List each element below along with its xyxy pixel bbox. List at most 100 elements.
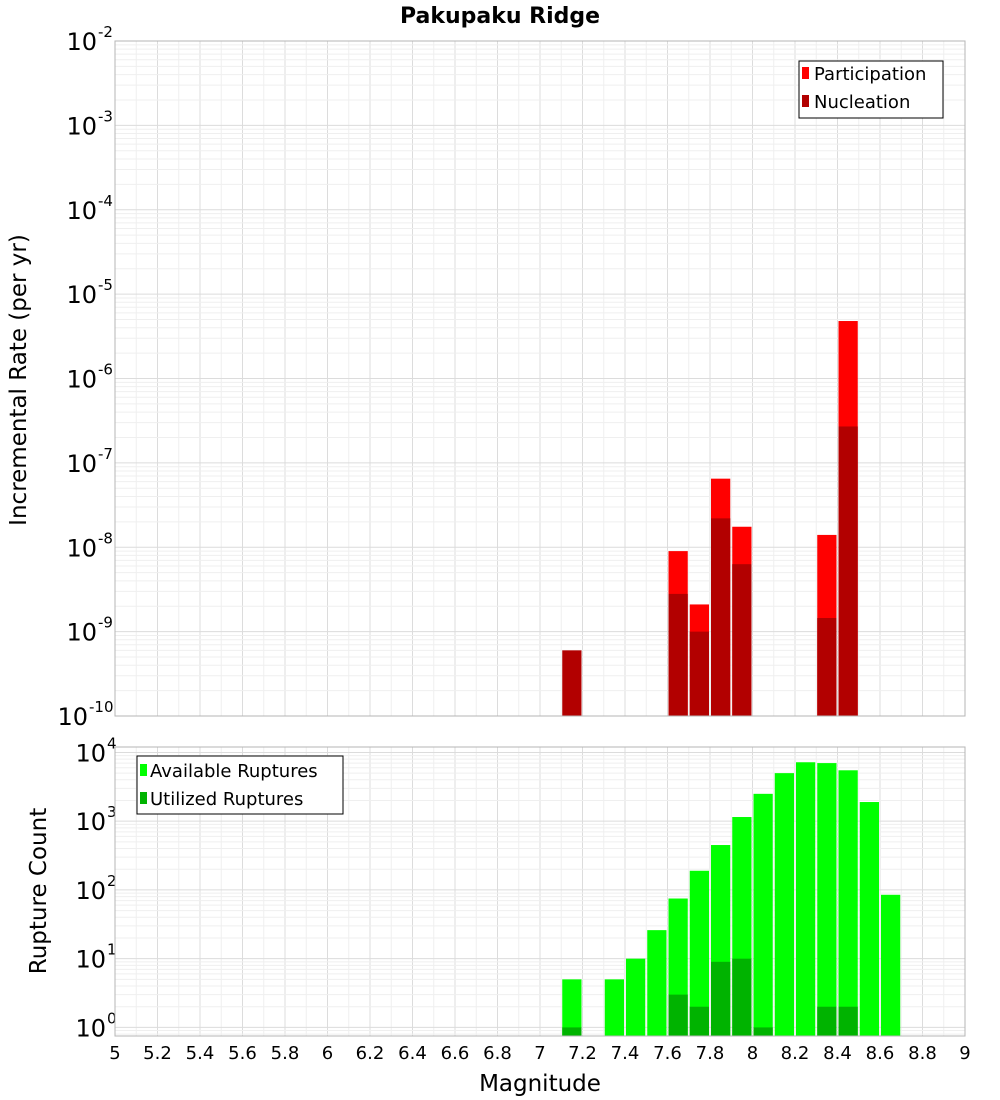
rate-y-axis-label: Incremental Rate (per yr) xyxy=(6,234,32,526)
count-y-tick-label: 10 0 xyxy=(75,1009,116,1042)
count-bar-available-ruptures xyxy=(859,802,879,1036)
legend-label-nucleation: Nucleation xyxy=(814,92,910,113)
count-bar-available-ruptures xyxy=(604,979,624,1036)
rate-bars xyxy=(562,321,858,716)
x-tick-label: 5.4 xyxy=(186,1043,215,1064)
legend-swatch-nucleation xyxy=(802,95,809,107)
rate-y-tick-exponent: -2 xyxy=(98,23,113,41)
x-tick-label: 5.6 xyxy=(228,1043,257,1064)
chart-title: Pakupaku Ridge xyxy=(400,4,600,29)
x-tick-label: 7.6 xyxy=(653,1043,682,1064)
x-tick-label: 6.4 xyxy=(398,1043,427,1064)
count-plot-border xyxy=(114,746,966,1037)
count-bar-available-ruptures xyxy=(626,958,646,1036)
count-y-tick-base: 10 xyxy=(75,739,106,767)
count-y-tick-base: 10 xyxy=(75,877,106,905)
rate-bar-nucleation xyxy=(838,426,858,716)
count-bar-utilized-ruptures xyxy=(838,1006,858,1036)
count-bar-utilized-ruptures xyxy=(668,994,688,1036)
x-tick-label: 6.6 xyxy=(441,1043,470,1064)
x-tick-label: 5 xyxy=(109,1043,120,1064)
rate-legend-box xyxy=(798,60,944,119)
rate-y-tick-exponent: -3 xyxy=(98,107,113,125)
x-tick-labels: 5 5.2 5.4 5.6 5.8 6 6.2 6.4 6.6 6.8 7 7.2 7.4 7.6 7.8 8… xyxy=(109,1043,970,1064)
count-y-tick-label: 10 2 xyxy=(75,872,116,905)
count-y-tick-base: 10 xyxy=(75,808,106,836)
count-bar-utilized-ruptures xyxy=(817,1006,837,1036)
count-legend-box xyxy=(136,755,344,815)
rate-y-tick-label: 10 -8 xyxy=(66,529,113,562)
count-bar-available-ruptures xyxy=(562,979,582,1036)
count-y-tick-label: 10 3 xyxy=(75,803,116,836)
rate-bar-nucleation xyxy=(732,564,752,716)
x-tick-label: 5.2 xyxy=(143,1043,172,1064)
rate-y-tick-base: 10 xyxy=(66,112,97,140)
count-bar-available-ruptures xyxy=(881,894,901,1036)
rate-y-tick-base: 10 xyxy=(66,534,97,562)
rate-y-tick-exponent: -10 xyxy=(89,698,114,716)
rate-y-tick-base: 10 xyxy=(66,366,97,394)
rate-plot-border xyxy=(114,40,966,717)
x-tick-label: 7.2 xyxy=(568,1043,597,1064)
x-tick-label: 7.8 xyxy=(696,1043,725,1064)
rate-legend: Participation Nucleation xyxy=(798,60,944,119)
rate-y-tick-label: 10 -6 xyxy=(66,361,113,394)
count-bar-available-ruptures xyxy=(838,770,858,1036)
count-bar-utilized-ruptures xyxy=(753,1027,773,1036)
legend-label-available: Available Ruptures xyxy=(150,761,318,782)
rate-y-tick-label: 10 -3 xyxy=(66,107,113,140)
rate-bar-nucleation xyxy=(689,631,709,716)
x-tick-label: 6.8 xyxy=(483,1043,512,1064)
rate-y-tick-exponent: -8 xyxy=(98,529,113,547)
x-tick-label: 8 xyxy=(747,1043,758,1064)
rate-y-tick-exponent: -7 xyxy=(98,445,113,463)
count-bar-utilized-ruptures xyxy=(562,1027,582,1036)
count-bar-available-ruptures xyxy=(753,793,773,1036)
x-tick-label: 7 xyxy=(534,1043,545,1064)
count-y-tick-label: 10 4 xyxy=(75,734,116,767)
rate-y-tick-base: 10 xyxy=(66,450,97,478)
legend-swatch-utilized xyxy=(140,792,147,804)
rate-y-tick-exponent: -4 xyxy=(98,192,113,210)
rate-y-tick-base: 10 xyxy=(57,703,88,731)
x-tick-label: 8.2 xyxy=(781,1043,810,1064)
x-tick-label: 8.8 xyxy=(908,1043,937,1064)
rate-y-tick-exponent: -9 xyxy=(98,614,113,632)
rate-bar-nucleation xyxy=(562,650,582,716)
count-bars xyxy=(562,762,901,1036)
rate-y-tick-label: 10 -2 xyxy=(66,23,113,56)
count-bar-available-ruptures xyxy=(774,773,794,1036)
count-y-tick-exponent: 0 xyxy=(107,1009,117,1027)
rate-y-tick-base: 10 xyxy=(66,28,97,56)
rate-y-tick-label: 10 -10 xyxy=(57,698,113,731)
count-bar-available-ruptures xyxy=(689,870,709,1036)
x-tick-label: 6 xyxy=(322,1043,333,1064)
count-bar-utilized-ruptures xyxy=(711,961,731,1036)
legend-label-utilized: Utilized Ruptures xyxy=(150,789,303,810)
count-y-tick-exponent: 3 xyxy=(107,803,117,821)
rate-y-tick-exponent: -6 xyxy=(98,361,113,379)
x-axis-label: Magnitude xyxy=(479,1071,601,1097)
rate-y-tick-label: 10 -9 xyxy=(66,614,113,647)
rate-y-tick-base: 10 xyxy=(66,197,97,225)
count-y-tick-base: 10 xyxy=(75,1014,106,1042)
rate-bar-nucleation xyxy=(817,618,837,716)
legend-label-participation: Participation xyxy=(814,64,926,85)
legend-swatch-participation xyxy=(802,67,809,79)
rate-y-tick-base: 10 xyxy=(66,281,97,309)
count-bar-utilized-ruptures xyxy=(689,1006,709,1036)
rate-y-tick-label: 10 -7 xyxy=(66,445,113,478)
count-y-axis-label: Rupture Count xyxy=(26,808,52,974)
rate-y-tick-label: 10 -4 xyxy=(66,192,113,225)
rate-y-tick-base: 10 xyxy=(66,619,97,647)
x-tick-label: 7.4 xyxy=(611,1043,640,1064)
count-y-tick-base: 10 xyxy=(75,946,106,974)
x-tick-label: 6.2 xyxy=(356,1043,385,1064)
rate-grid xyxy=(114,40,966,717)
count-bar-available-ruptures xyxy=(796,762,816,1036)
count-bar-utilized-ruptures xyxy=(732,958,752,1036)
rate-bar-nucleation xyxy=(711,518,731,716)
